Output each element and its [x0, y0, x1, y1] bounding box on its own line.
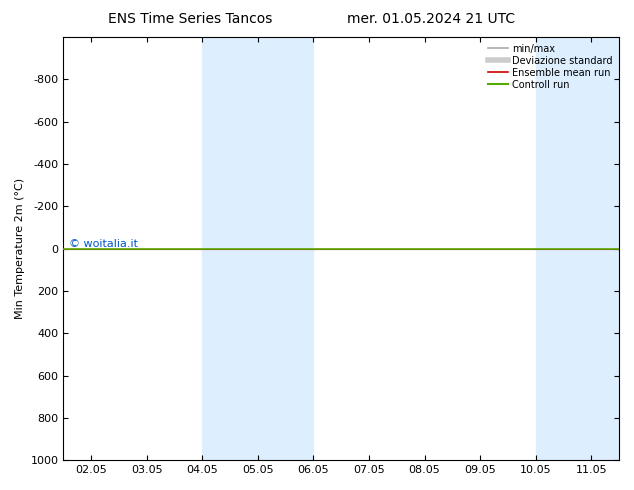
Y-axis label: Min Temperature 2m (°C): Min Temperature 2m (°C): [15, 178, 25, 319]
Bar: [536, 37, 592, 460]
Bar: [258, 37, 313, 460]
Text: mer. 01.05.2024 21 UTC: mer. 01.05.2024 21 UTC: [347, 12, 515, 26]
Bar: [592, 37, 634, 460]
Text: ENS Time Series Tancos: ENS Time Series Tancos: [108, 12, 273, 26]
Text: © woitalia.it: © woitalia.it: [69, 239, 138, 248]
Bar: [202, 37, 258, 460]
Legend: min/max, Deviazione standard, Ensemble mean run, Controll run: min/max, Deviazione standard, Ensemble m…: [486, 42, 614, 92]
